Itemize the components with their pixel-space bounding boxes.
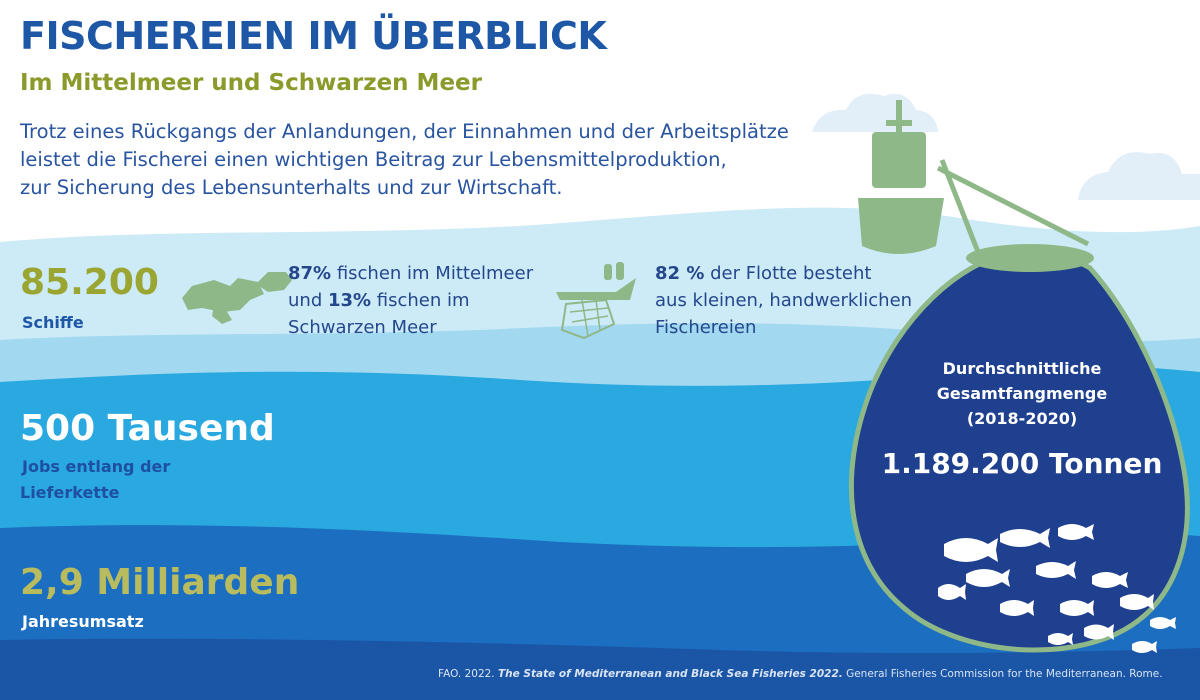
catch-label-line: Durchschnittliche	[942, 359, 1102, 378]
mediterranean-map-icon	[182, 272, 292, 324]
revenue-value: 2,9 Milliarden	[20, 562, 300, 603]
med-percent: 87%	[288, 263, 332, 284]
source-title: The State of Mediterranean and Black Sea…	[498, 668, 843, 680]
fishing-net-icon	[848, 159, 1190, 653]
intro-line: leistet die Fischerei einen wichtigen Be…	[20, 148, 727, 171]
fish-school-icon	[938, 524, 1176, 653]
catch-label-line: (2018-2020)	[966, 409, 1078, 428]
jobs-label: Jobs entlang der Lieferkette	[20, 454, 170, 506]
jobs-label-line: Lieferkette	[20, 483, 120, 502]
black-sea-line: Schwarzen Meer	[288, 317, 437, 338]
fleet-text: 82 % der Flotte besteht aus kleinen, han…	[655, 260, 912, 341]
source-citation: FAO. 2022. The State of Mediterranean an…	[438, 668, 1163, 680]
page-subtitle: Im Mittelmeer und Schwarzen Meer	[20, 70, 482, 96]
fleet-line-3: Fischereien	[655, 317, 757, 338]
connector-text: und	[288, 290, 328, 311]
vessels-value: 85.200	[20, 262, 159, 303]
page-title: FISCHEREIEN IM ÜBERBLICK	[20, 14, 607, 58]
source-suffix: General Fisheries Commission for the Med…	[842, 668, 1163, 680]
source-prefix: FAO. 2022.	[438, 668, 498, 680]
fishing-vessel-icon	[858, 100, 944, 254]
vessels-label: Schiffe	[22, 313, 84, 332]
small-scale-fishing-boat-icon	[556, 262, 636, 340]
regions-text: 87% fischen im Mittelmeer und 13% fische…	[288, 260, 533, 341]
revenue-label: Jahresumsatz	[22, 612, 144, 631]
jobs-label-line: Jobs entlang der	[22, 457, 171, 476]
fleet-line-1: der Flotte besteht	[704, 263, 872, 284]
fleet-percent: 82 %	[655, 263, 705, 284]
intro-line: zur Sicherung des Lebensunterhalts und z…	[20, 176, 563, 199]
black-sea-percent: 13%	[327, 290, 372, 311]
catch-value: 1.189.200 Tonnen	[881, 447, 1163, 480]
intro-line: Trotz eines Rückgangs der Anlandungen, d…	[20, 120, 789, 143]
fleet-line-2: aus kleinen, handwerklichen	[655, 290, 913, 311]
jobs-value: 500 Tausend	[20, 408, 275, 449]
catch-label-line: Gesamtfangmenge	[936, 384, 1108, 403]
catch-label: Durchschnittliche Gesamtfangmenge (2018-…	[872, 356, 1172, 431]
black-sea-text: fischen im	[371, 290, 470, 311]
intro-text: Trotz eines Rückgangs der Anlandungen, d…	[20, 118, 789, 202]
med-text: fischen im Mittelmeer	[331, 263, 534, 284]
